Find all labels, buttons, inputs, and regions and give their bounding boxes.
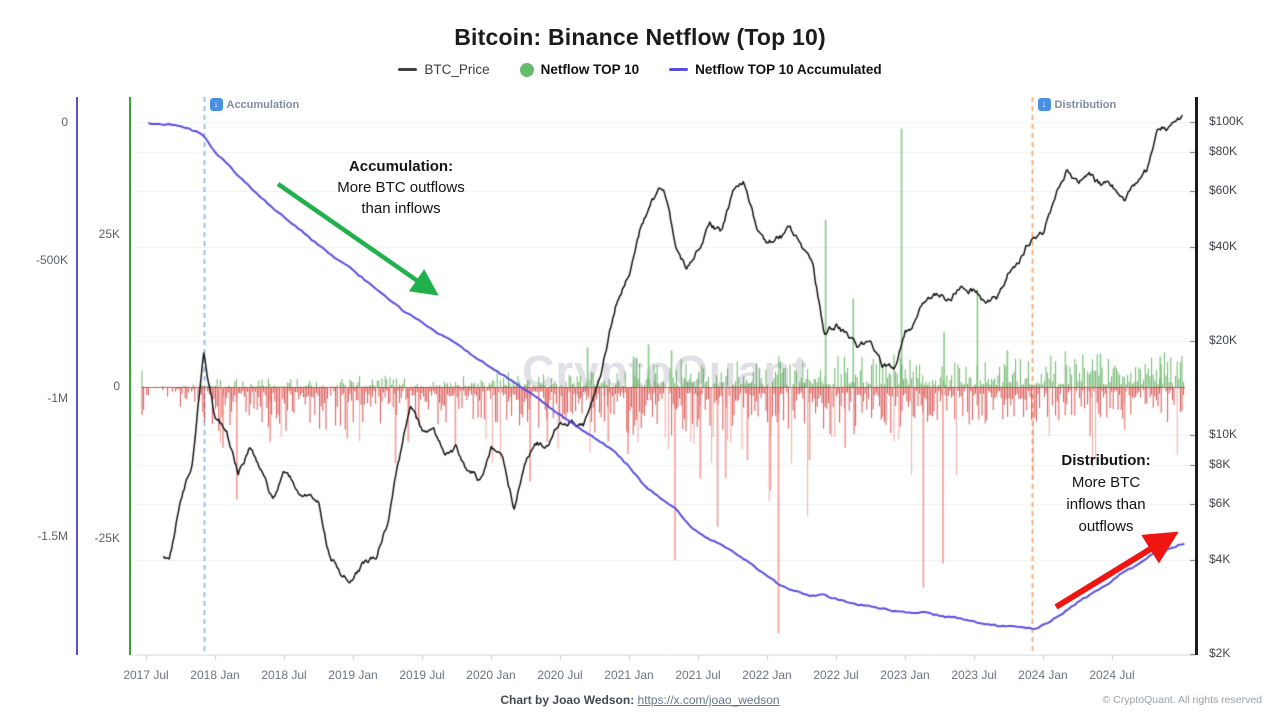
accumulation-annotation: Accumulation: More BTC outflows than inf… xyxy=(316,156,486,219)
x-axis-tick-label: 2022 Jul xyxy=(813,668,859,682)
distribution-annotation-line: More BTC xyxy=(1071,474,1141,491)
netflow-axis-tick-label: 25K xyxy=(98,227,120,241)
x-axis-tick-label: 2021 Jan xyxy=(604,668,654,682)
accumulation-annotation-heading: Accumulation: xyxy=(348,158,454,175)
price-axis-tick-label: $4K xyxy=(1209,551,1231,566)
netflow-axis-tick-label: -25K xyxy=(94,531,120,545)
price-axis-tick-label: $40K xyxy=(1209,238,1238,253)
credit-author-label: Chart by Joao Wedson: xyxy=(500,693,635,707)
distribution-annotation-line: outflows xyxy=(1078,518,1134,535)
copyright-notice: © CryptoQuant. All rights reserved xyxy=(1102,694,1262,706)
price-axis-tick-label: $20K xyxy=(1209,332,1238,347)
distribution-annotation-heading: Distribution: xyxy=(1061,452,1151,469)
accumulated-y-axis-line xyxy=(76,97,78,655)
accumulation-annotation-line: than inflows xyxy=(361,200,441,217)
x-axis-tick-label: 2019 Jul xyxy=(399,668,445,682)
price-axis-tick-label: $10K xyxy=(1209,427,1238,441)
x-axis-tick-label: 2017 Jul xyxy=(123,668,169,682)
x-axis-tick-label: 2020 Jan xyxy=(466,668,516,682)
x-axis-tick-label: 2024 Jul xyxy=(1089,668,1135,682)
price-axis-tick-label: $8K xyxy=(1209,457,1231,472)
price-axis-tick-label: $80K xyxy=(1209,144,1238,159)
x-axis-tick-label: 2018 Jul xyxy=(261,668,307,682)
price-axis-tick-label: $6K xyxy=(1209,496,1231,511)
accumulated-axis-tick-label: 0 xyxy=(61,115,68,129)
x-axis-tick-label: 2022 Jan xyxy=(742,668,792,682)
accumulation-event-badge[interactable]: ↓ Accumulation xyxy=(209,98,300,111)
price-axis-tick-label: $2K xyxy=(1209,645,1231,660)
distribution-annotation: Distribution: More BTC inflows than outf… xyxy=(1040,450,1172,538)
x-axis-tick-label: 2023 Jul xyxy=(951,668,997,682)
netflow-y-axis-line xyxy=(129,97,131,655)
x-axis-tick-label: 2024 Jan xyxy=(1018,668,1068,682)
accumulated-axis-tick-label: -1.5M xyxy=(37,529,68,543)
x-axis-tick-label: 2020 Jul xyxy=(537,668,583,682)
accumulated-axis-tick-label: -500K xyxy=(35,253,68,267)
accumulation-badge-label: Accumulation xyxy=(226,98,300,111)
accumulated-axis-tick-label: -1M xyxy=(47,391,68,405)
footer-credit: Chart by Joao Wedson: https://x.com/joao… xyxy=(0,693,1280,707)
price-y-axis-line xyxy=(1195,97,1198,655)
price-axis-tick-label: $60K xyxy=(1209,183,1238,198)
x-axis-tick-label: 2018 Jan xyxy=(190,668,240,682)
distribution-badge-label: Distribution xyxy=(1054,98,1117,111)
x-axis-tick-label: 2021 Jul xyxy=(675,668,721,682)
download-arrow-icon: ↓ xyxy=(1037,98,1051,111)
x-axis-tick-label: 2019 Jan xyxy=(328,668,378,682)
distribution-annotation-line: inflows than xyxy=(1066,496,1146,513)
price-axis-tick-label: $100K xyxy=(1209,114,1244,128)
download-arrow-icon: ↓ xyxy=(209,98,223,111)
netflow-axis-tick-label: 0 xyxy=(113,379,120,393)
distribution-event-badge[interactable]: ↓ Distribution xyxy=(1037,98,1117,111)
accumulation-annotation-line: More BTC outflows xyxy=(337,179,465,196)
x-axis-tick-label: 2023 Jan xyxy=(880,668,930,682)
credit-link[interactable]: https://x.com/joao_wedson xyxy=(637,693,780,707)
